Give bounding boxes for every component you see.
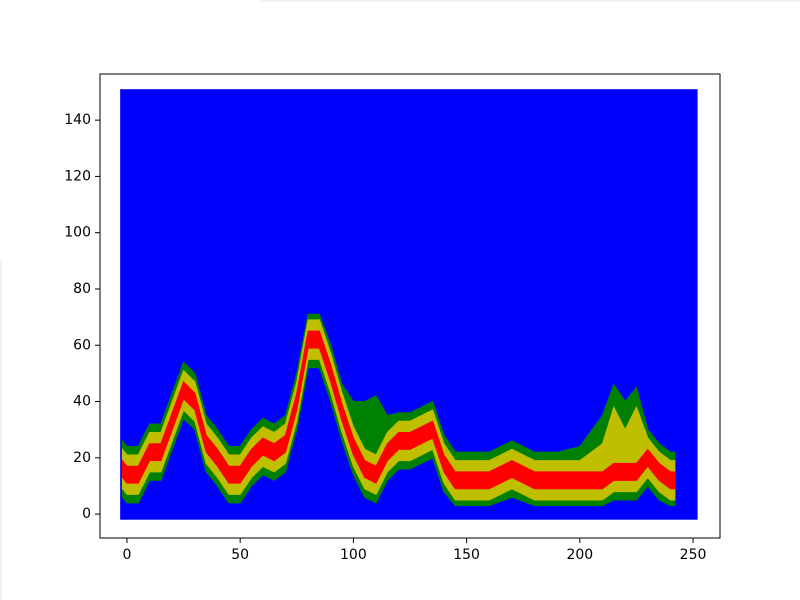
x-tick-label: 0 — [122, 547, 131, 563]
y-tick-label: 80 — [73, 281, 91, 297]
x-tick-label: 100 — [340, 547, 367, 563]
y-tick-label: 140 — [64, 112, 91, 128]
range-band — [121, 330, 676, 490]
y-tick-label: 60 — [73, 337, 91, 353]
plot-area — [120, 89, 698, 520]
y-tick-label: 120 — [64, 168, 91, 184]
y-tick-label: 0 — [82, 506, 91, 522]
y-tick-label: 100 — [64, 225, 91, 241]
axes-frame — [99, 73, 721, 539]
x-tick-label: 50 — [231, 547, 249, 563]
x-tick-label: 150 — [453, 547, 480, 563]
y-tick-label: 20 — [73, 450, 91, 466]
x-tick-label: 200 — [566, 547, 593, 563]
y-tick-label: 40 — [73, 394, 91, 410]
x-tick-label: 250 — [680, 547, 707, 563]
